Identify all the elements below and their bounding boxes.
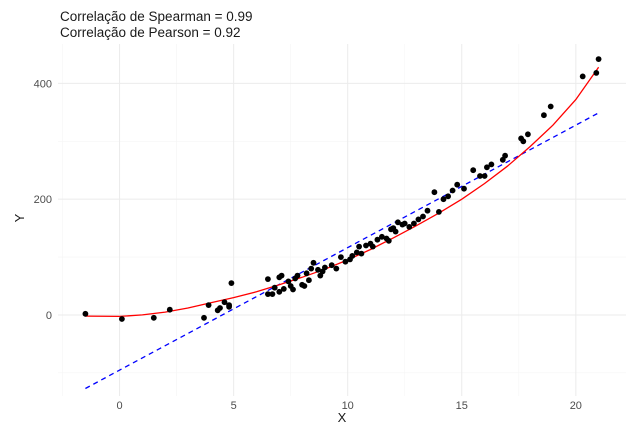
data-point: [525, 131, 531, 138]
data-point: [392, 228, 399, 235]
data-point: [338, 254, 344, 260]
data-point: [454, 181, 461, 188]
data-point: [424, 207, 431, 214]
data-point: [502, 152, 508, 159]
data-point: [420, 213, 426, 220]
data-point: [221, 299, 228, 306]
data-point: [308, 265, 315, 272]
data-point: [445, 193, 451, 200]
data-point: [166, 306, 173, 313]
data-point: [276, 288, 283, 295]
data-point: [449, 187, 456, 194]
x-tick-label: 0: [117, 400, 123, 412]
data-point: [406, 224, 413, 230]
data-point: [306, 277, 312, 284]
data-point: [356, 243, 362, 250]
data-point: [401, 220, 408, 227]
y-tick-labels: 0 200 400: [34, 78, 52, 322]
data-point: [310, 259, 317, 266]
data-point: [226, 302, 233, 308]
data-point: [353, 249, 360, 256]
data-point: [547, 103, 554, 110]
data-point: [294, 272, 301, 279]
data-point: [349, 253, 356, 259]
major-gridlines: [58, 44, 626, 396]
data-point: [315, 266, 321, 273]
data-point: [385, 237, 392, 244]
data-point: [440, 196, 447, 203]
data-point: [280, 286, 287, 292]
data-point: [303, 270, 310, 277]
data-point: [265, 291, 271, 297]
data-point: [369, 243, 376, 250]
data-point: [579, 73, 586, 80]
data-point: [541, 112, 547, 119]
data-point: [374, 236, 381, 243]
y-axis-title: Y: [12, 213, 27, 222]
data-point: [363, 242, 369, 249]
data-point: [358, 250, 365, 257]
x-tick-label: 20: [570, 400, 582, 412]
data-point: [436, 209, 442, 215]
data-point: [301, 283, 308, 289]
linear-fit-line: [85, 112, 599, 390]
data-point: [285, 278, 292, 285]
data-point: [322, 264, 328, 271]
data-point: [201, 314, 207, 321]
y-tick-label: 0: [46, 310, 52, 322]
y-tick-label: 400: [34, 78, 52, 90]
data-point: [278, 272, 285, 279]
data-point: [333, 265, 340, 272]
data-point: [520, 138, 527, 145]
data-point: [395, 219, 401, 226]
x-axis-title: X: [338, 410, 347, 425]
smooth-curve-line: [85, 66, 600, 318]
data-point: [119, 316, 125, 322]
data-point: [477, 173, 483, 179]
data-point: [415, 216, 422, 223]
data-point: [593, 70, 600, 76]
y-tick-label: 200: [34, 194, 52, 206]
data-point: [461, 185, 467, 192]
data-point: [595, 56, 602, 62]
data-point: [431, 189, 438, 196]
data-point: [150, 314, 157, 321]
data-point: [217, 305, 223, 311]
data-point: [290, 286, 296, 293]
data-point: [269, 291, 276, 297]
data-point: [481, 173, 488, 179]
x-tick-label: 5: [231, 400, 237, 412]
data-point: [271, 284, 278, 291]
chart-title-line-2: Correlação de Pearson = 0.92: [60, 25, 241, 40]
plot-panel: 0 5 10 15 20 0 200 400: [34, 44, 626, 412]
data-point: [484, 164, 490, 171]
data-point: [470, 167, 477, 174]
minor-gridlines: [58, 44, 626, 396]
data-point: [205, 302, 212, 308]
x-tick-label: 10: [342, 400, 354, 412]
data-points: [82, 56, 602, 322]
data-point: [328, 262, 335, 269]
data-point: [379, 233, 385, 240]
data-point: [411, 220, 417, 227]
x-tick-label: 15: [456, 400, 468, 412]
data-point: [228, 280, 235, 286]
chart-title-line-1: Correlação de Spearman = 0.99: [60, 9, 253, 24]
x-tick-labels: 0 5 10 15 20: [117, 400, 582, 412]
data-point: [342, 258, 349, 265]
data-point: [488, 161, 495, 168]
data-point: [82, 310, 89, 317]
data-point: [265, 276, 271, 282]
